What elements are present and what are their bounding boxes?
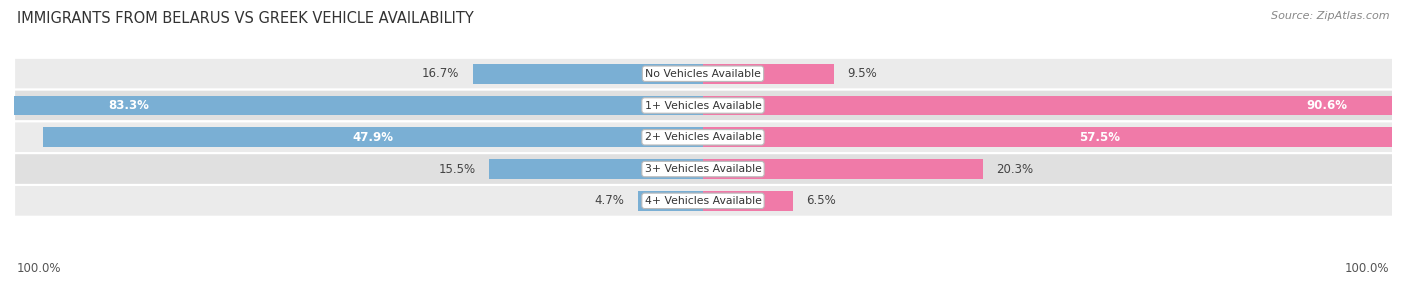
FancyBboxPatch shape — [14, 185, 1406, 217]
Text: No Vehicles Available: No Vehicles Available — [645, 69, 761, 79]
Bar — [638, 191, 703, 211]
Text: 20.3%: 20.3% — [997, 162, 1033, 176]
Bar — [703, 159, 983, 179]
Text: 16.7%: 16.7% — [422, 67, 460, 80]
FancyBboxPatch shape — [14, 121, 1406, 153]
Text: 57.5%: 57.5% — [1078, 131, 1119, 144]
Bar — [703, 96, 1406, 115]
Text: 4+ Vehicles Available: 4+ Vehicles Available — [644, 196, 762, 206]
FancyBboxPatch shape — [14, 58, 1406, 90]
Text: 6.5%: 6.5% — [807, 194, 837, 207]
Bar — [703, 128, 1406, 147]
Text: 100.0%: 100.0% — [17, 262, 62, 275]
Text: 90.6%: 90.6% — [1306, 99, 1348, 112]
Text: IMMIGRANTS FROM BELARUS VS GREEK VEHICLE AVAILABILITY: IMMIGRANTS FROM BELARUS VS GREEK VEHICLE… — [17, 11, 474, 26]
Text: 47.9%: 47.9% — [353, 131, 394, 144]
Bar — [472, 64, 703, 84]
FancyBboxPatch shape — [14, 153, 1406, 185]
FancyBboxPatch shape — [14, 90, 1406, 121]
Bar — [703, 191, 793, 211]
Text: 83.3%: 83.3% — [108, 99, 149, 112]
Text: 100.0%: 100.0% — [1344, 262, 1389, 275]
Text: 2+ Vehicles Available: 2+ Vehicles Available — [644, 132, 762, 142]
Text: 4.7%: 4.7% — [595, 194, 624, 207]
Bar — [489, 159, 703, 179]
Bar — [703, 64, 834, 84]
Text: 3+ Vehicles Available: 3+ Vehicles Available — [644, 164, 762, 174]
Text: Source: ZipAtlas.com: Source: ZipAtlas.com — [1271, 11, 1389, 21]
Text: 1+ Vehicles Available: 1+ Vehicles Available — [644, 100, 762, 110]
Bar — [44, 128, 703, 147]
Text: 15.5%: 15.5% — [439, 162, 475, 176]
Text: 9.5%: 9.5% — [848, 67, 877, 80]
Bar — [0, 96, 703, 115]
